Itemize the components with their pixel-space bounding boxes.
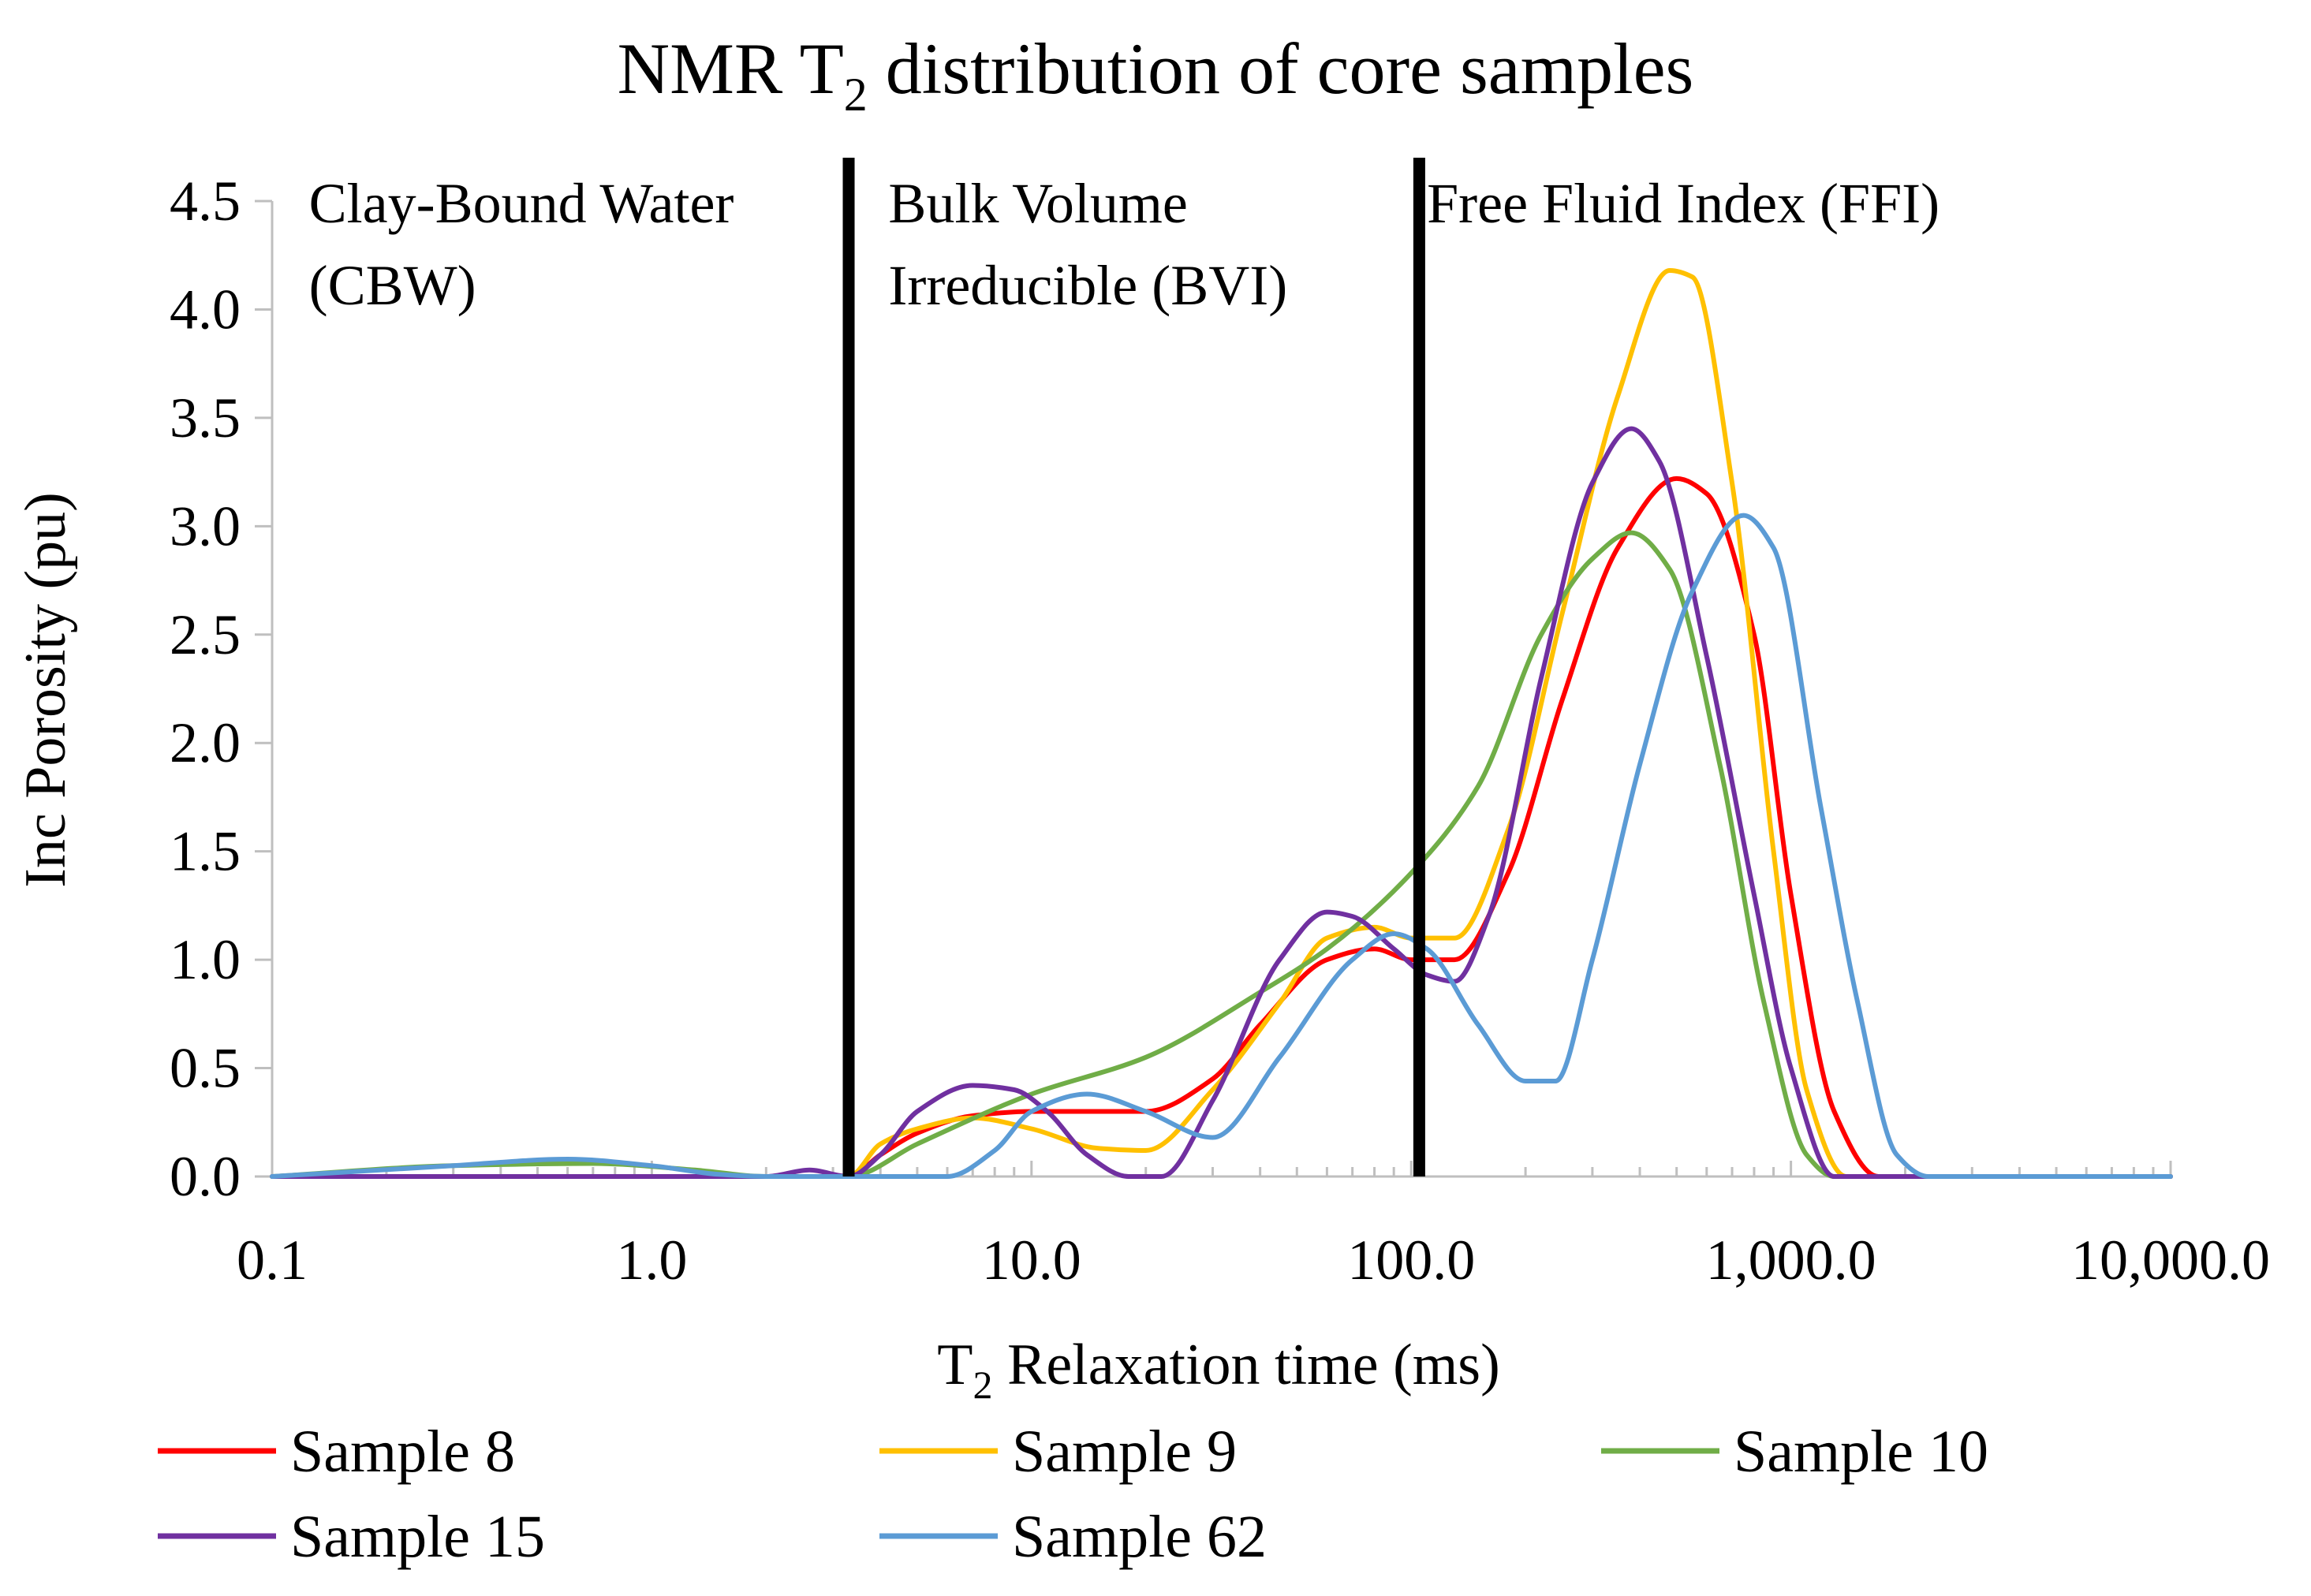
x-tick-label: 100.0 [1347,1229,1475,1292]
chart-title-main: NMR T [618,28,844,109]
y-tick-label: 3.0 [170,494,241,557]
x-axis-label-main: T [937,1333,973,1397]
y-tick-label: 1.5 [170,820,241,883]
y-tick-label: 3.5 [170,386,241,449]
y-axis-label: Inc Porosity (pu) [13,492,78,888]
zone-label-ffi: Free Fluid Index (FFI) [1427,172,1940,235]
chart-title: NMR T2 distribution of core samples [618,28,1694,121]
plot-area: 0.0 0.5 1.0 1.5 2.0 2.5 3.0 3.5 4.0 4.5 0.1 1.0 10.0… [170,158,2270,1292]
x-axis-label-rest: Relaxation time (ms) [992,1333,1499,1397]
series-line-sample-9 [270,268,2173,1180]
x-tick-label: 1.0 [616,1229,687,1292]
legend-label-sample-62: Sample 62 [1012,1504,1267,1570]
x-tick-label: 10.0 [982,1229,1081,1292]
series-line-sample-62 [270,513,2173,1180]
zone-label-cbw: Clay-Bound Water [309,172,734,235]
y-tick-label: 4.0 [170,278,241,341]
series-line-sample-8 [270,475,2173,1180]
zone-label-bvi: Bulk Volume [888,172,1187,235]
zone-label-bvi: Irreducible (BVI) [888,254,1287,317]
legend-label-sample-9: Sample 9 [1012,1419,1237,1485]
x-axis-label: T2 Relaxation time (ms) [937,1333,1499,1407]
chart-title-subscript: 2 [844,69,868,121]
legend-label-sample-15: Sample 15 [290,1504,545,1570]
x-tick-label: 1,000.0 [1706,1229,1876,1292]
x-axis-label-subscript: 2 [973,1363,992,1407]
y-tick-label: 0.0 [170,1145,241,1208]
legend: Sample 8 Sample 9 Sample 10 Sample 15 Sample… [158,1419,1988,1570]
y-tick-label: 1.0 [170,928,241,991]
chart-title-rest: distribution of core samples [868,28,1694,109]
y-tick-label: 2.0 [170,711,241,774]
zone-label-cbw: (CBW) [309,254,476,317]
series-line-sample-15 [270,426,2173,1180]
y-tick-label: 2.5 [170,603,241,666]
legend-label-sample-8: Sample 8 [290,1419,515,1485]
y-tick-label: 4.5 [170,170,241,233]
legend-label-sample-10: Sample 10 [1734,1419,1988,1485]
x-tick-label: 0.1 [237,1229,308,1292]
y-tick-label: 0.5 [170,1037,241,1100]
x-tick-label: 10,000.0 [2071,1229,2270,1292]
